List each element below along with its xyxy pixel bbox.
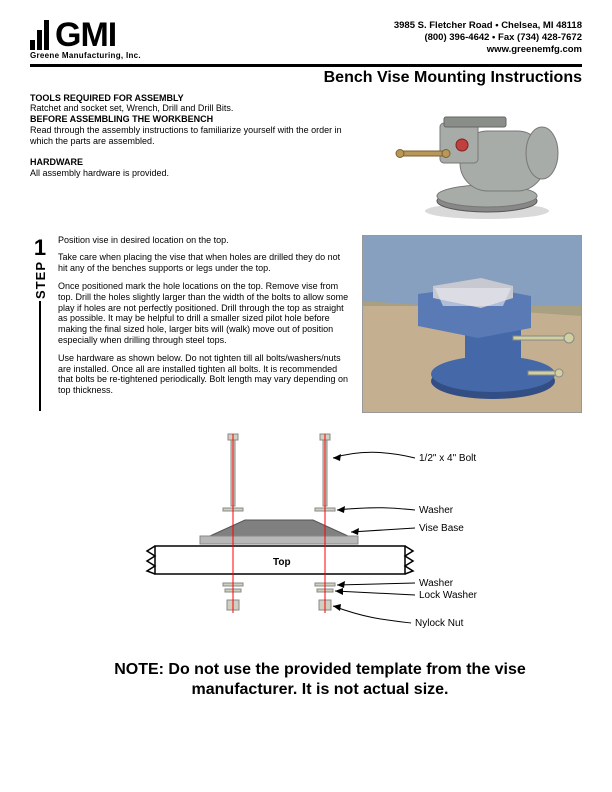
tools-heading: TOOLS REQUIRED FOR ASSEMBLY — [30, 93, 362, 104]
label-washer-bottom: Washer — [337, 578, 454, 589]
hardware-text: All assembly hardware is provided. — [30, 168, 362, 179]
header: GMI Greene Manufacturing, Inc. 3985 S. F… — [30, 20, 582, 60]
logo: GMI — [30, 20, 141, 51]
label-washer-top: Washer — [337, 505, 454, 516]
vise-product-image — [372, 93, 582, 223]
hardware-heading: HARDWARE — [30, 157, 362, 168]
bolt-label: 1/2" x 4" Bolt — [419, 453, 476, 464]
page-title: Bench Vise Mounting Instructions — [30, 69, 582, 87]
logo-text: GMI — [55, 20, 116, 51]
step-label: 1 STEP — [30, 235, 50, 702]
before-text: Read through the assembly instructions t… — [30, 125, 362, 147]
logo-bars-icon — [30, 20, 52, 50]
lock-washer-label: Lock Washer — [419, 590, 478, 601]
intro-text: TOOLS REQUIRED FOR ASSEMBLY Ratchet and … — [30, 93, 362, 223]
company-name: Greene Manufacturing, Inc. — [30, 51, 141, 60]
step-body: Position vise in desired location on the… — [58, 235, 582, 702]
contact-info: 3985 S. Fletcher Road • Chelsea, MI 4811… — [394, 20, 582, 56]
phone-fax: (800) 396-4642 • Fax (734) 428-7672 — [394, 32, 582, 44]
note-text: NOTE: Do not use the provided template f… — [100, 660, 540, 702]
divider — [30, 64, 582, 67]
label-lock-washer: Lock Washer — [335, 588, 478, 601]
label-vise-base: Vise Base — [351, 523, 464, 535]
washer-top-label: Washer — [419, 505, 454, 516]
step-p3: Once positioned mark the hole locations … — [58, 281, 352, 346]
nylock-label: Nylock Nut — [415, 618, 464, 629]
step-number: 1 — [34, 235, 46, 261]
vise-base-label: Vise Base — [419, 523, 464, 534]
page: GMI Greene Manufacturing, Inc. 3985 S. F… — [0, 0, 612, 792]
website: www.greenemfg.com — [394, 44, 582, 56]
diagram-top-label: Top — [273, 557, 291, 568]
assembly-diagram: Top 1/2" x 4" Bolt Washer — [58, 428, 582, 638]
step-p2: Take care when placing the vise that whe… — [58, 252, 352, 274]
step-text: Position vise in desired location on the… — [58, 235, 352, 413]
before-heading: BEFORE ASSEMBLING THE WORKBENCH — [30, 114, 362, 125]
step-content-row: Position vise in desired location on the… — [58, 235, 582, 413]
label-nylock: Nylock Nut — [333, 604, 464, 629]
tools-text: Ratchet and socket set, Wrench, Drill an… — [30, 103, 362, 114]
step-divider-line — [39, 301, 41, 411]
vise-on-bench-photo — [362, 235, 582, 413]
washer-bottom-label: Washer — [419, 578, 454, 589]
step-p1: Position vise in desired location on the… — [58, 235, 352, 246]
intro-row: TOOLS REQUIRED FOR ASSEMBLY Ratchet and … — [30, 93, 582, 223]
label-bolt: 1/2" x 4" Bolt — [333, 452, 476, 464]
step-word: STEP — [33, 261, 48, 299]
step-p4: Use hardware as shown below. Do not tigh… — [58, 353, 352, 396]
step-1: 1 STEP Position vise in desired location… — [30, 235, 582, 702]
logo-block: GMI Greene Manufacturing, Inc. — [30, 20, 141, 60]
address: 3985 S. Fletcher Road • Chelsea, MI 4811… — [394, 20, 582, 32]
